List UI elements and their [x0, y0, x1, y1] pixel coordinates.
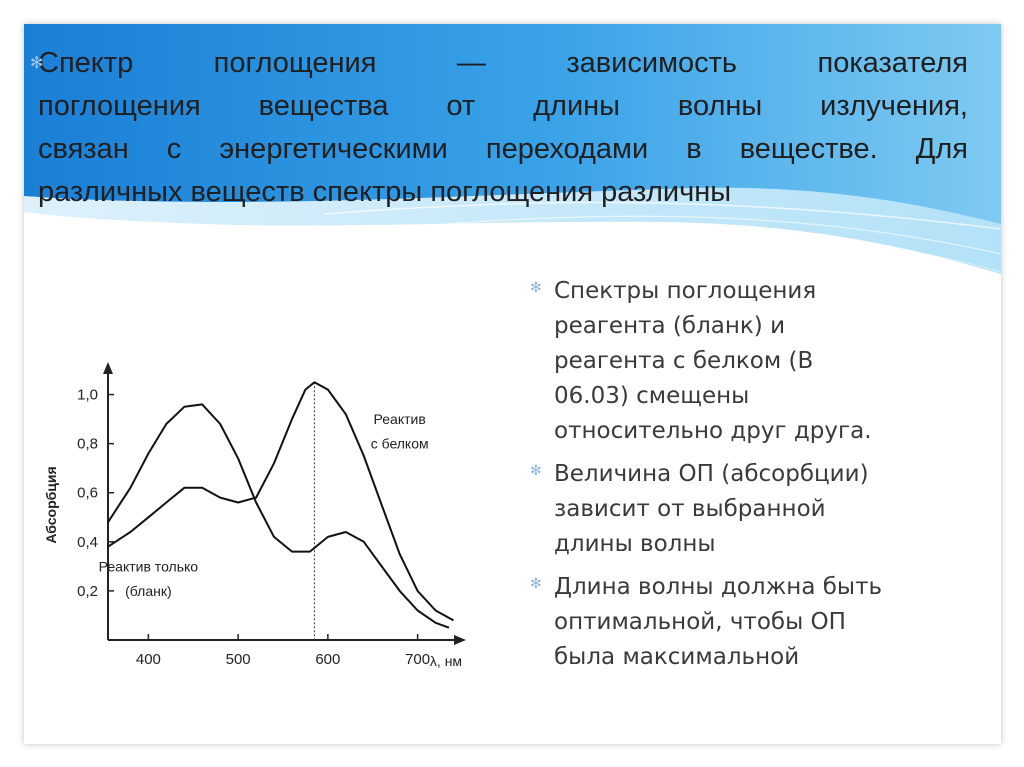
- bullet-list: ✻ Спектры поглощения реагента (бланк) и …: [530, 274, 950, 683]
- bullet-line: Величина ОП (абсорбции): [554, 461, 869, 487]
- bullet-line: Спектры поглощения: [554, 278, 817, 304]
- bullet-line: была максимальной: [554, 644, 800, 670]
- title-line: связан с энергетическими переходами в ве…: [38, 133, 968, 165]
- asterisk-bullet-icon: ✻: [530, 280, 542, 296]
- bullet-line: реагента с белком (В: [554, 348, 814, 374]
- chart-annotation: (бланк): [125, 583, 172, 599]
- bullet-item: ✻ Спектры поглощения реагента (бланк) и …: [530, 274, 950, 449]
- x-axis-arrow-icon: [454, 635, 466, 645]
- asterisk-bullet-icon: ✻: [30, 55, 44, 72]
- title-line: Спектр поглощения — зависимость показате…: [38, 47, 968, 79]
- chart-annotation: с белком: [371, 436, 429, 452]
- x-axis-label: λ, нм: [430, 653, 462, 669]
- chart-svg: 400 500 600 700 0,2 0,4 0,6 0,8 1,0 λ, нм Абсорбци…: [43, 362, 466, 669]
- y-tick-label: 0,2: [77, 583, 98, 600]
- y-axis-arrow-icon: [103, 362, 113, 374]
- bullet-line: длины волны: [554, 531, 716, 557]
- y-axis-label: Абсорбция: [43, 466, 59, 543]
- title-line: поглощения вещества от длины волны излуч…: [38, 90, 968, 122]
- x-tick-label: 700: [405, 651, 430, 668]
- y-tick-label: 0,6: [77, 485, 98, 502]
- bullet-line: относительно друг друга.: [554, 418, 872, 444]
- wave-banner: [24, 24, 1001, 274]
- chart-annotation: Реактив: [374, 411, 426, 427]
- slide-title: ✻ Спектр поглощения — зависимость показа…: [30, 42, 968, 214]
- y-tick-label: 1,0: [77, 387, 98, 404]
- asterisk-bullet-icon: ✻: [530, 463, 542, 479]
- x-tick-label: 500: [226, 651, 251, 668]
- y-tick-label: 0,4: [77, 534, 98, 551]
- bullet-line: оптимальной, чтобы ОП: [554, 609, 846, 635]
- series-line-1: [107, 403, 450, 629]
- bullet-line: зависит от выбранной: [554, 496, 826, 522]
- bullet-line: Длина волны должна быть: [554, 574, 883, 600]
- series-line-2: [107, 381, 454, 622]
- title-line: различных веществ спектры поглощения раз…: [38, 176, 732, 208]
- bullet-line: реагента (бланк) и: [554, 313, 786, 339]
- slide: ✻ Спектр поглощения — зависимость показа…: [24, 24, 1001, 744]
- asterisk-bullet-icon: ✻: [530, 576, 542, 592]
- x-tick-label: 400: [136, 651, 161, 668]
- bullet-item: ✻ Величина ОП (абсорбции) зависит от выб…: [530, 457, 950, 562]
- bullet-line: 06.03) смещены: [554, 383, 750, 409]
- chart-annotation: Реактив только: [99, 558, 199, 574]
- x-tick-label: 600: [315, 651, 340, 668]
- absorption-chart: 400 500 600 700 0,2 0,4 0,6 0,8 1,0 λ, нм Абсорбци…: [24, 350, 491, 682]
- y-tick-label: 0,8: [77, 436, 98, 453]
- bullet-item: ✻ Длина волны должна быть оптимальной, ч…: [530, 570, 950, 675]
